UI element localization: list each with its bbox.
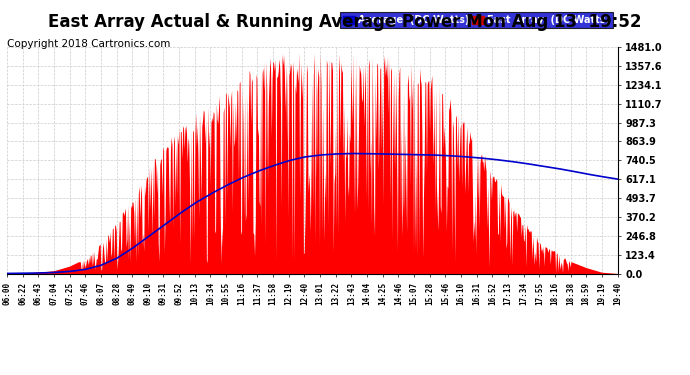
Text: Copyright 2018 Cartronics.com: Copyright 2018 Cartronics.com: [7, 39, 170, 50]
Legend: Average  (DC Watts), East Array  (DC Watts): Average (DC Watts), East Array (DC Watts…: [340, 12, 613, 28]
Text: East Array Actual & Running Average Power Mon Aug 13  19:52: East Array Actual & Running Average Powe…: [48, 13, 642, 31]
